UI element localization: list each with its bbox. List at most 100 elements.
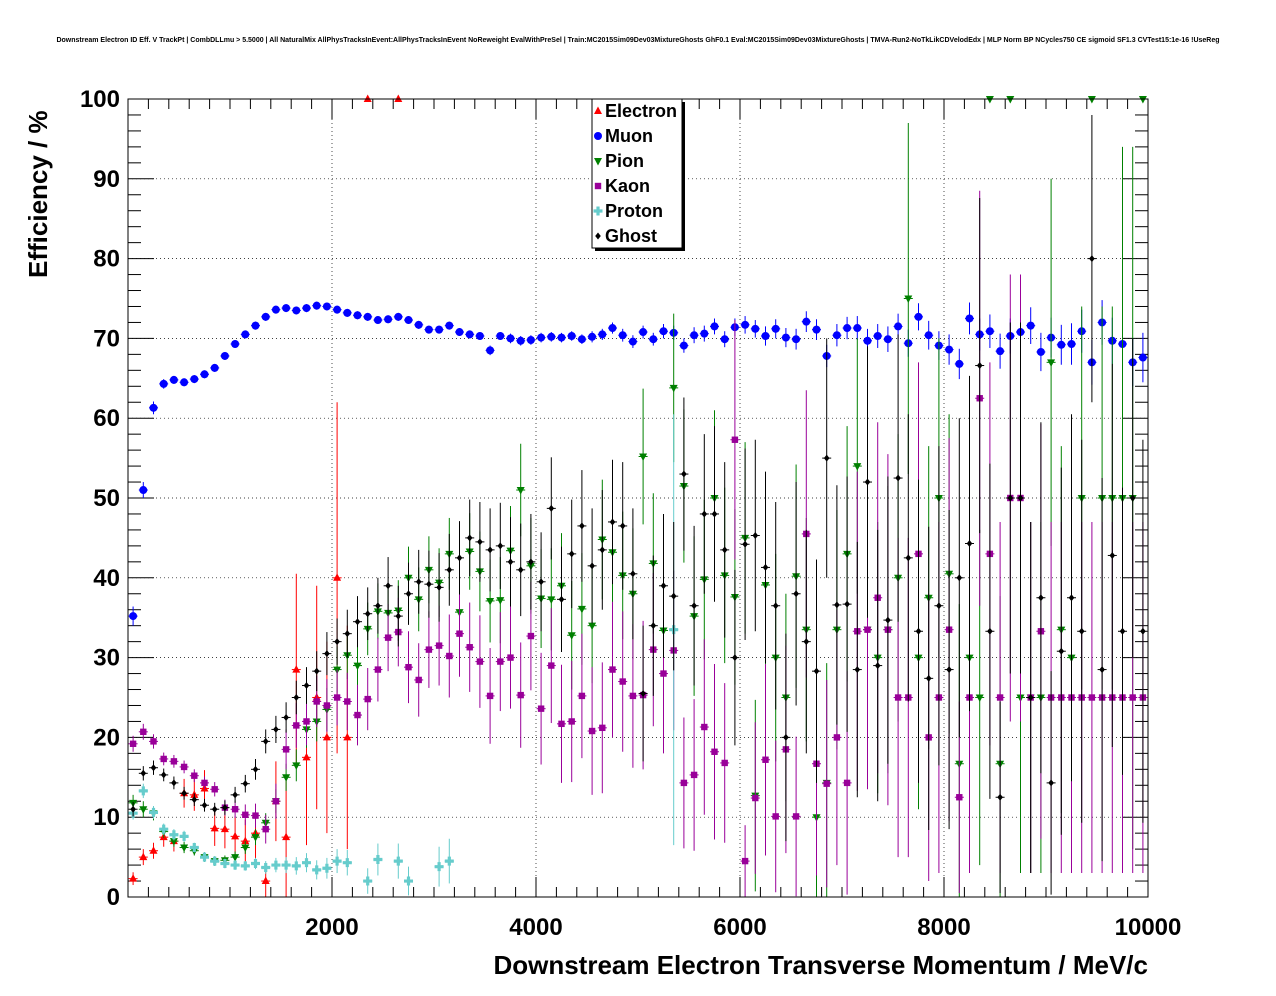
data-point — [394, 312, 403, 321]
data-point — [486, 346, 495, 355]
data-point — [844, 600, 850, 608]
data-point — [293, 694, 300, 701]
data-point — [353, 662, 362, 671]
data-point — [334, 638, 340, 646]
data-point — [231, 339, 240, 348]
data-point — [568, 718, 575, 725]
data-point — [364, 695, 371, 703]
series-ghost — [128, 114, 1148, 895]
data-point — [629, 692, 637, 700]
data-point — [936, 602, 942, 610]
data-point — [364, 610, 371, 618]
data-point — [426, 580, 432, 588]
data-point — [291, 861, 301, 871]
data-point — [732, 654, 738, 662]
data-point — [363, 312, 372, 321]
data-point — [649, 335, 658, 344]
data-point — [517, 566, 524, 574]
data-point — [594, 158, 602, 166]
axis-ticks — [127, 98, 1149, 898]
data-point — [1048, 779, 1054, 787]
data-point — [169, 838, 178, 846]
legend-item-muon: Muon — [594, 126, 653, 146]
data-point — [1138, 353, 1147, 362]
data-point — [781, 333, 790, 342]
data-point — [599, 724, 606, 732]
data-point — [772, 602, 779, 610]
data-point — [1099, 666, 1105, 674]
data-point — [1087, 96, 1096, 104]
data-point — [322, 863, 332, 873]
data-point — [201, 779, 208, 787]
data-point — [435, 325, 444, 334]
data-point — [393, 856, 403, 866]
data-point — [312, 865, 322, 875]
data-point — [240, 861, 250, 871]
data-point — [639, 453, 648, 462]
data-point — [640, 690, 646, 698]
data-point — [273, 725, 279, 733]
data-point — [292, 306, 301, 315]
data-point — [975, 694, 984, 702]
data-point — [150, 738, 157, 745]
y-tick-label: 40 — [93, 565, 120, 592]
data-point — [864, 626, 871, 633]
data-point — [985, 327, 994, 336]
data-point — [231, 831, 240, 840]
data-point — [843, 779, 851, 787]
legend-item-kaon: Kaon — [594, 176, 650, 196]
series-muon — [128, 300, 1148, 626]
legend-item-proton: Proton — [593, 201, 663, 221]
data-point — [863, 336, 872, 345]
data-point — [322, 302, 331, 311]
data-point — [149, 403, 158, 412]
data-point — [220, 858, 230, 868]
data-point — [159, 379, 168, 388]
data-point — [588, 332, 597, 341]
data-point — [700, 329, 709, 338]
data-point — [189, 843, 199, 853]
data-point — [1047, 359, 1056, 367]
data-point — [710, 322, 719, 331]
data-point — [232, 791, 238, 799]
data-point — [1027, 694, 1034, 701]
data-point — [630, 570, 636, 578]
data-point — [497, 658, 504, 665]
data-point — [241, 330, 250, 339]
data-point — [282, 746, 290, 753]
data-point — [660, 582, 667, 590]
data-point — [618, 331, 627, 340]
data-point — [548, 504, 555, 512]
x-tick-label: 2000 — [305, 914, 358, 941]
data-point — [344, 698, 351, 705]
legend-item-pion: Pion — [594, 151, 644, 171]
data-point — [293, 722, 300, 729]
data-point — [883, 335, 892, 344]
data-point — [210, 856, 220, 866]
data-point — [701, 723, 708, 731]
data-point — [385, 582, 391, 590]
data-point — [191, 796, 198, 804]
data-point — [853, 324, 862, 333]
data-point — [594, 106, 602, 114]
data-point — [466, 534, 473, 542]
data-point — [486, 597, 495, 606]
y-tick-label: 50 — [93, 485, 120, 512]
data-point — [915, 627, 922, 635]
data-point — [894, 694, 902, 701]
data-point — [1007, 494, 1014, 502]
y-tick-label: 80 — [93, 246, 120, 273]
x-tick-label: 6000 — [713, 914, 766, 941]
data-point — [567, 632, 576, 640]
data-point — [414, 320, 423, 329]
data-point — [375, 602, 381, 610]
data-point — [405, 590, 412, 598]
data-point — [129, 612, 138, 621]
data-point — [579, 522, 585, 530]
data-point — [628, 337, 637, 346]
data-point — [1089, 255, 1095, 263]
data-point — [594, 132, 602, 140]
data-point — [242, 780, 249, 788]
data-point — [180, 378, 189, 387]
y-tick-label: 10 — [93, 804, 120, 831]
